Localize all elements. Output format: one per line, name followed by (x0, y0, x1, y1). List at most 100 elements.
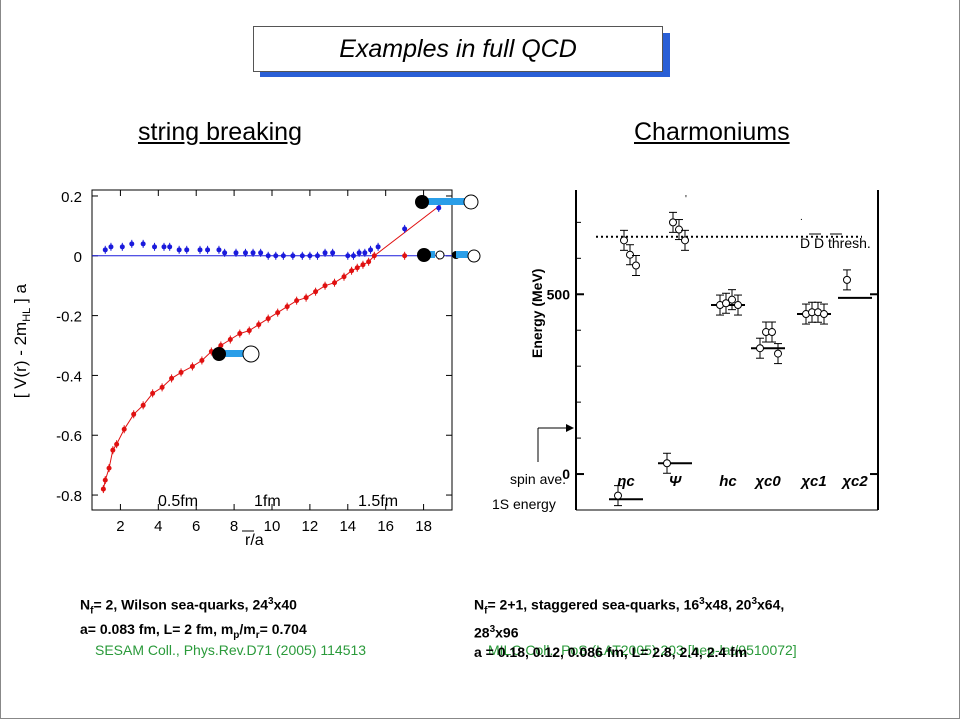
category-label: χc0 (753, 473, 781, 490)
data-point (265, 316, 271, 322)
data-point (150, 390, 156, 396)
data-point (102, 247, 108, 253)
x-tick-label: 14 (339, 518, 356, 535)
data-point (227, 337, 233, 343)
energy-axis-label: Energy (MeV) (529, 269, 545, 358)
data-point (314, 253, 320, 259)
lattice-point (632, 261, 640, 270)
x-axis-label: r/a (245, 532, 264, 549)
threshold-label: D D thresh. (800, 235, 871, 251)
data-point (368, 247, 374, 253)
data-point (294, 298, 300, 304)
data-point (242, 250, 248, 256)
data-point (121, 426, 127, 432)
string-breaking-chart: 0.20-0.2-0.4-0.6-0.8 2 4 6 8 10 12 14 16 18 r/a … (56, 189, 470, 549)
data-point (161, 244, 167, 250)
left-citation: SESAM Coll., Phys.Rev.D71 (2005) 114513 (95, 642, 367, 658)
data-point (129, 241, 135, 247)
y-tick-label: 0 (74, 249, 82, 266)
data-point (102, 477, 108, 483)
spin-ave-label-2: 1S energy (492, 496, 556, 512)
data-point (119, 244, 125, 250)
data-point (176, 247, 182, 253)
data-point (184, 247, 190, 253)
data-point (350, 253, 356, 259)
lattice-point (681, 236, 689, 245)
data-point (100, 486, 106, 492)
data-point (222, 250, 228, 256)
spin-ave-label: spin ave. (510, 471, 566, 487)
lattice-point (722, 299, 730, 308)
left-y-axis-label: [ V(r) - 2mHL ] a (10, 284, 34, 399)
data-point (273, 253, 279, 259)
data-point (152, 244, 158, 250)
data-point (360, 262, 366, 268)
data-point (366, 259, 372, 265)
data-point (280, 253, 286, 259)
data-point (199, 357, 205, 363)
lattice-point (756, 344, 764, 353)
lattice-point (768, 328, 776, 337)
data-point (197, 247, 203, 253)
data-point (159, 384, 165, 390)
x-tick-label: 2 (116, 518, 124, 535)
data-point (332, 280, 338, 286)
string-end-icons (463, 194, 481, 263)
lattice-point (669, 218, 677, 227)
y-tick-label: 0 (562, 466, 570, 482)
category-label: χc2 (840, 473, 868, 490)
category-label: ηc (617, 473, 635, 490)
lattice-point (614, 491, 622, 500)
lattice-point (843, 275, 851, 284)
data-point (402, 226, 408, 232)
long-string-icon (415, 195, 470, 209)
x-tick-label: 16 (377, 518, 394, 535)
lattice-point (620, 236, 628, 245)
svg-text:': ' (685, 194, 687, 205)
x-tick-label: 8 (230, 518, 238, 535)
data-point (167, 244, 173, 250)
y-tick-label: -0.8 (56, 488, 82, 505)
data-point (371, 253, 377, 259)
data-point (362, 250, 368, 256)
svg-text:.: . (800, 212, 803, 223)
lattice-point (675, 225, 683, 234)
data-point (356, 250, 362, 256)
data-point (246, 328, 252, 334)
category-label: χc1 (799, 473, 826, 490)
data-point (237, 331, 243, 337)
y-tick-label: 0.2 (61, 189, 82, 206)
category-label: hc (719, 473, 737, 490)
y-tick-label: -0.4 (56, 368, 82, 385)
data-point (140, 241, 146, 247)
left-heading: string breaking (138, 118, 302, 146)
y-tick-label: 500 (547, 286, 571, 302)
lattice-point (820, 310, 828, 319)
data-point (216, 247, 222, 253)
lattice-point (626, 250, 634, 259)
data-point (178, 369, 184, 375)
y-tick-label: -0.2 (56, 309, 82, 326)
data-point (307, 253, 313, 259)
slide-title: Examples in full QCD (253, 26, 663, 72)
data-point (258, 250, 264, 256)
data-point (341, 274, 347, 280)
right-note: Nf= 2+1, staggered sea-quarks, 163x48, 2… (474, 596, 785, 661)
data-point (322, 250, 328, 256)
data-point (218, 343, 224, 349)
data-point (256, 322, 262, 328)
lattice-point (734, 301, 742, 310)
distance-mark: 0.5fm (158, 493, 198, 510)
left-note: Nf= 2, Wilson sea-quarks, 243x40 a= 0.08… (80, 596, 307, 642)
data-point (110, 447, 116, 453)
data-point (106, 465, 112, 471)
x-tick-label: 12 (302, 518, 319, 535)
data-point (402, 253, 408, 259)
spin-ave-arrow (537, 424, 574, 462)
lattice-point (663, 459, 671, 468)
data-point (265, 253, 271, 259)
y-tick-label: -0.6 (56, 428, 82, 445)
data-point (140, 402, 146, 408)
distance-mark: 1fm (254, 493, 281, 510)
